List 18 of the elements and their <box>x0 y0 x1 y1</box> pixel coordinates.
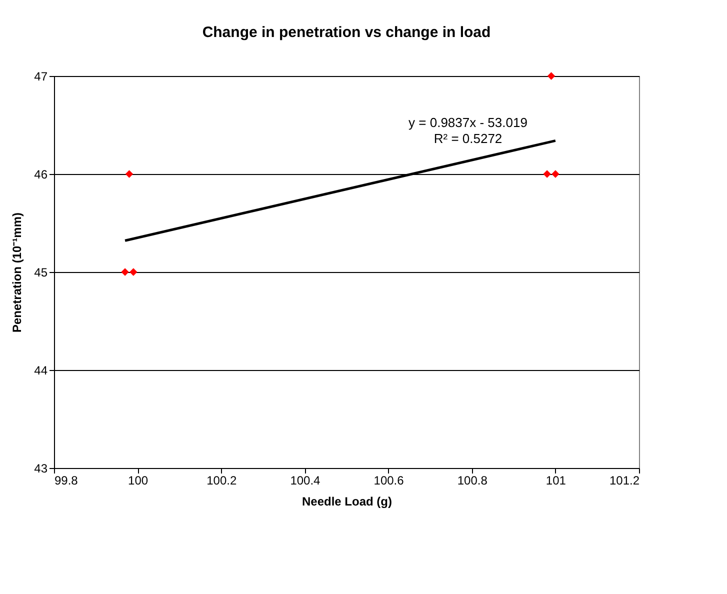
annotation: y = 0.9837x - 53.019 <box>408 115 528 130</box>
chart-title: Change in penetration vs change in load <box>202 24 491 41</box>
y-tick-label: 47 <box>34 70 48 84</box>
y-tick-label: 45 <box>34 266 48 280</box>
annotation: R² = 0.5272 <box>434 131 502 146</box>
x-tick-label: 99.8 <box>54 474 78 488</box>
x-tick-label: 101 <box>546 474 566 488</box>
x-tick-label: 101.2 <box>609 474 640 488</box>
x-axis-title: Needle Load (g) <box>302 494 392 508</box>
x-tick-label: 100 <box>128 474 148 488</box>
y-tick-label: 43 <box>34 462 48 476</box>
y-tick-label: 44 <box>34 364 48 378</box>
x-tick-label: 100.6 <box>374 474 404 488</box>
x-tick-label: 100.8 <box>457 474 488 488</box>
x-tick-label: 100.4 <box>290 474 321 488</box>
x-tick-label: 100.2 <box>206 474 237 488</box>
y-axis-title: Penetration (10⁻¹mm) <box>10 212 24 333</box>
y-tick-label: 46 <box>34 168 48 182</box>
